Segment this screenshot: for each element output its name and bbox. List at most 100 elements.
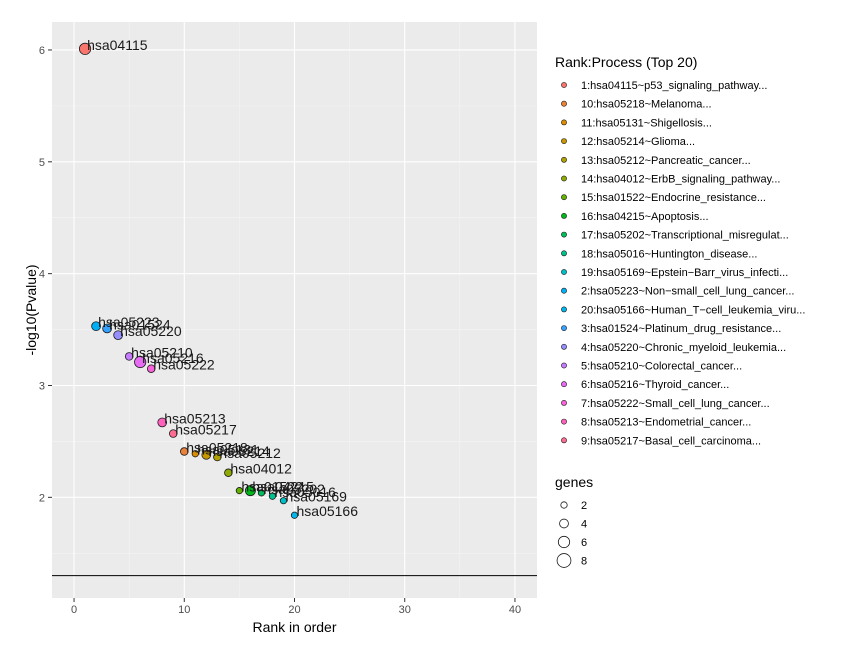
size-legend-label: 4 [581, 519, 587, 531]
legend-key-hsa05220 [561, 343, 567, 350]
legend-label-hsa05169: 19:hsa05169~Epstein−Barr_virus_infecti..… [581, 267, 788, 279]
data-point-hsa05131 [191, 450, 199, 458]
legend-size-title: genes [555, 474, 593, 490]
data-point-hsa05169 [279, 497, 288, 505]
legend-label-hsa05220: 4:hsa05220~Chronic_myeloid_leukemia... [581, 342, 786, 354]
legend-label-hsa05216: 6:hsa05216~Thyroid_cancer... [581, 379, 729, 391]
legend-label-hsa04115: 1:hsa04115~p53_signaling_pathway... [581, 80, 767, 92]
size-legend: 2 4 6 8 [556, 500, 587, 568]
legend-key-hsa05016 [561, 250, 567, 257]
legend-label-hsa05212: 13:hsa05212~Pancreatic_cancer... [581, 155, 751, 167]
legend-key-hsa05131 [561, 119, 567, 126]
point-label-hsa05220: hsa05220 [120, 323, 182, 339]
point-label-hsa05131: hsa05131 [197, 442, 259, 458]
color-legend: 1:hsa04115~p53_signaling_pathway... 10:hs… [561, 80, 805, 447]
legend-color-title: Rank:Process (Top 20) [555, 54, 697, 70]
y-tick-label: 3 [39, 380, 45, 392]
point-label-hsa05218: hsa05218 [186, 439, 248, 455]
major-grid [52, 22, 537, 598]
legend-key-hsa05213 [561, 418, 567, 425]
size-legend-key [560, 501, 568, 509]
legend-key-hsa05217 [561, 437, 567, 444]
legend-label-hsa01524: 3:hsa01524~Platinum_drug_resistance... [581, 323, 781, 335]
data-point-hsa05212 [213, 452, 222, 462]
legend-key-hsa04215 [561, 212, 567, 219]
data-point-hsa05166 [290, 511, 299, 519]
data-point-hsa01522 [235, 487, 243, 495]
legend-label-hsa05210: 5:hsa05210~Colorectal_cancer... [581, 361, 742, 373]
legend-label-hsa05222: 7:hsa05222~Small_cell_lung_cancer... [581, 398, 770, 410]
legend-label-hsa05202: 17:hsa05202~Transcriptional_misregulat..… [581, 230, 789, 242]
legend-key-hsa01522 [561, 194, 567, 201]
y-tick-label: 4 [39, 269, 45, 281]
legend-key-hsa05218 [561, 100, 567, 107]
y-tick-label: 2 [39, 492, 45, 504]
data-points [78, 42, 299, 519]
point-label-hsa05217: hsa05217 [175, 422, 237, 438]
data-point-hsa05214 [201, 449, 212, 460]
legend-key-hsa04115 [561, 82, 567, 88]
data-point-hsa05210 [124, 352, 134, 361]
legend-label-hsa05217: 9:hsa05217~Basal_cell_carcinoma... [581, 435, 761, 447]
data-point-hsa05217 [169, 429, 178, 438]
x-tick-label: 40 [509, 604, 521, 616]
legend-key-hsa05216 [561, 381, 567, 388]
legend-label-hsa05223: 2:hsa05223~Non−small_cell_lung_cancer... [581, 286, 794, 298]
legend-key-hsa05223 [561, 287, 567, 294]
legend-key-hsa05202 [561, 231, 567, 238]
point-label-hsa05222: hsa05222 [153, 357, 215, 373]
legend-label-hsa05218: 10:hsa05218~Melanoma... [581, 99, 712, 111]
size-legend-key [559, 518, 569, 529]
data-point-hsa05220 [113, 330, 123, 341]
legend-label-hsa04215: 16:hsa04215~Apoptosis... [581, 211, 709, 223]
data-point-hsa05202 [257, 489, 266, 497]
legend-key-hsa01524 [561, 325, 567, 331]
x-axis-title: Rank in order [252, 619, 336, 635]
legend-label-hsa05016: 18:hsa05016~Huntington_disease... [581, 248, 757, 260]
point-label-hsa05166: hsa05166 [297, 503, 359, 519]
data-point-hsa05222 [146, 364, 156, 373]
point-label-hsa05202: hsa05202 [263, 481, 325, 497]
data-point-hsa04012 [224, 468, 233, 477]
point-label-hsa05016: hsa05016 [274, 484, 336, 500]
x-tick-label: 20 [288, 604, 300, 616]
data-point-hsa04115 [78, 42, 92, 55]
legend-label-hsa05213: 8:hsa05213~Endometrial_cancer... [581, 417, 751, 429]
size-legend-key [556, 553, 572, 568]
legend-label-hsa05131: 11:hsa05131~Shigellosis... [581, 117, 712, 129]
point-label-hsa01522: hsa01522 [241, 479, 303, 495]
point-label-hsa05210: hsa05210 [131, 344, 193, 360]
point-label-hsa05212: hsa05212 [219, 445, 281, 461]
legend-label-hsa05166: 20:hsa05166~Human_T−cell_leukemia_viru..… [581, 304, 805, 316]
data-point-hsa05016 [268, 492, 277, 500]
x-tick-label: 10 [178, 604, 190, 616]
legend-key-hsa05210 [561, 362, 567, 369]
legend-key-hsa05214 [561, 138, 567, 144]
x-tick-label: 0 [71, 604, 77, 616]
size-legend-label: 6 [581, 537, 587, 549]
data-point-hsa04215 [244, 485, 256, 497]
y-axis-title: -log10(Pvalue) [23, 264, 39, 355]
point-label-hsa05223: hsa05223 [98, 314, 160, 330]
point-label-hsa04115: hsa04115 [87, 37, 148, 53]
data-point-hsa05216 [134, 355, 147, 369]
legend-key-hsa05169 [561, 269, 567, 275]
legend-label-hsa04012: 14:hsa04012~ErbB_signaling_pathway... [581, 174, 780, 186]
size-legend-label: 8 [581, 556, 587, 568]
y-tick-label: 5 [39, 157, 45, 169]
point-label-hsa04012: hsa04012 [230, 461, 292, 477]
size-legend-key [557, 535, 571, 549]
legend-key-hsa04012 [561, 175, 567, 182]
point-label-hsa04215: hsa04215 [252, 479, 314, 495]
size-legend-label: 2 [581, 500, 587, 512]
point-label-hsa05216: hsa05216 [142, 350, 204, 366]
legend-key-hsa05222 [561, 399, 567, 406]
legend-key-hsa05166 [561, 306, 567, 313]
data-point-hsa05218 [180, 447, 189, 456]
point-label-hsa01524: hsa01524 [109, 316, 171, 332]
axis-ticks: 0 10 20 30 40 2 3 4 5 6 [39, 45, 521, 616]
point-label-hsa05214: hsa05214 [208, 443, 270, 459]
legend-label-hsa01522: 15:hsa01522~Endocrine_resistance... [581, 192, 766, 204]
